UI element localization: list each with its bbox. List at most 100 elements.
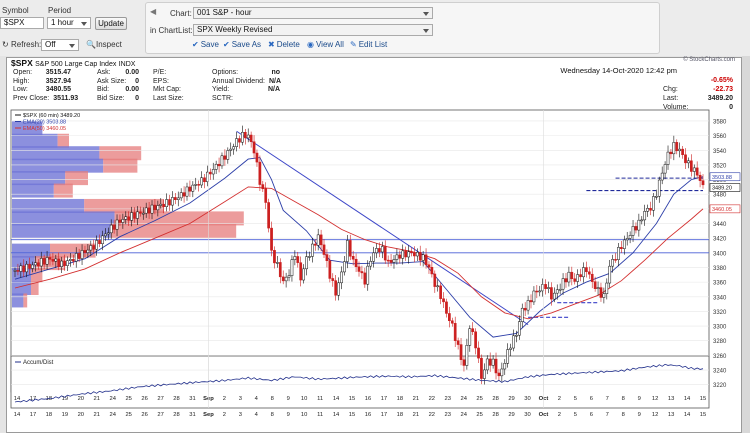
candle-body — [684, 154, 687, 164]
quote-value: N/A — [267, 86, 280, 94]
candle-body — [345, 240, 349, 262]
candle-body — [494, 358, 498, 374]
candle-body — [491, 358, 495, 366]
candle-body — [622, 239, 626, 249]
x-tick-label: 2 — [558, 412, 561, 418]
candle-body — [634, 226, 638, 231]
candle-body — [605, 282, 609, 294]
quote-row: Low: 3480.55 — [13, 86, 71, 95]
save-link[interactable]: ✔ Save — [192, 40, 219, 49]
volume-bar-red — [23, 293, 28, 308]
chartlist-select[interactable]: SPX Weekly Revised — [193, 24, 433, 36]
summary-row: Volume: 0 — [663, 103, 733, 112]
delete-link[interactable]: ✖ Delete — [268, 40, 300, 49]
symbol-input[interactable]: $SPX — [0, 17, 44, 29]
volume-bar-red — [103, 158, 138, 173]
candle-body — [488, 358, 492, 366]
candle-body — [109, 224, 113, 234]
candle-body — [567, 271, 571, 283]
period-select[interactable]: 1 hour — [47, 17, 91, 29]
candle-body — [448, 313, 451, 322]
candle-body — [582, 267, 585, 278]
candle-body — [552, 292, 556, 300]
candle-body — [378, 248, 381, 253]
candle-body — [439, 285, 442, 299]
candle-body — [509, 347, 512, 350]
candle-body — [293, 256, 297, 260]
candle-body — [544, 284, 547, 289]
candle-body — [220, 155, 224, 167]
price-tag-label: 3489.20 — [712, 186, 732, 192]
candle-body — [351, 256, 355, 260]
candle-body — [252, 141, 256, 154]
candle-body — [22, 265, 26, 273]
candle-body — [159, 203, 163, 206]
x-tick-label: 11 — [317, 396, 323, 402]
volume-bar-red — [31, 268, 43, 283]
candle-body — [299, 262, 303, 281]
x-tick-label: 7 — [606, 396, 609, 402]
volume-bar-blue — [12, 183, 54, 198]
candle-body — [95, 240, 98, 250]
candle-body — [13, 270, 17, 272]
refresh-select[interactable]: Off — [41, 39, 79, 51]
chart-area[interactable]: $SPX S&P 500 Large Cap Index INDX © Stoc… — [6, 57, 742, 433]
quote-row: Mkt Cap: — [153, 86, 193, 95]
x-tick-label: 24 — [460, 412, 467, 418]
y-tick-label: 3280 — [713, 339, 727, 345]
chart-select[interactable]: 001 S&P - hour — [193, 7, 433, 19]
candle-body — [89, 245, 93, 251]
quote-key: Prev Close: — [13, 94, 50, 102]
delete-label: Delete — [276, 40, 300, 49]
chartlist-label: in ChartList: — [150, 26, 193, 35]
x-tick-label: 9 — [287, 396, 290, 402]
candle-body — [649, 208, 652, 211]
candle-body — [246, 134, 250, 139]
edit-list-label: Edit List — [358, 40, 388, 49]
candle-body — [430, 267, 434, 275]
volume-bar-red — [31, 280, 39, 295]
save-as-link[interactable]: ✔ Save As — [223, 40, 261, 49]
x-tick-label: 25 — [476, 396, 482, 402]
chart-panel: ◀ Chart: 001 S&P - hour in ChartList: SP… — [145, 2, 660, 54]
candle-body — [389, 259, 393, 263]
edit-list-link[interactable]: ✎ Edit List — [350, 40, 387, 49]
quote-row: Bid Size: 0 — [97, 95, 139, 104]
view-all-link[interactable]: ◉ View All — [307, 40, 344, 49]
x-tick-label: 2 — [223, 412, 226, 418]
x-tick-label: 28 — [492, 412, 498, 418]
candle-body — [637, 219, 641, 231]
candle-body — [106, 232, 110, 235]
y-tick-label: 3400 — [713, 251, 727, 257]
candle-body — [602, 293, 606, 298]
candle-body — [28, 263, 31, 269]
scroll-strip[interactable] — [742, 56, 750, 433]
candle-body — [445, 301, 448, 314]
price-chart-svg[interactable]: 3220324032603280330033203340336033803400… — [7, 58, 741, 432]
quote-value: 3515.47 — [45, 69, 71, 76]
candle-body — [42, 258, 46, 265]
quote-key: Annual Dividend: — [212, 77, 265, 85]
y-tick-label: 3480 — [713, 193, 727, 199]
summary-row: Chg: -22.73 — [663, 85, 733, 94]
summary-row: Last: 3489.20 — [663, 94, 733, 103]
volume-bar-blue — [12, 223, 111, 238]
x-tick-label: 25 — [125, 412, 131, 418]
candle-body — [144, 207, 148, 214]
candle-body — [453, 323, 457, 341]
x-tick-label: 31 — [189, 396, 195, 402]
collapse-icon[interactable]: ◀ — [150, 7, 157, 16]
candle-body — [497, 372, 501, 377]
period-label: Period — [48, 6, 72, 15]
volume-bar-blue — [12, 146, 100, 161]
candle-body — [130, 212, 133, 221]
x-tick-label: 27 — [157, 412, 163, 418]
candle-body — [296, 256, 300, 263]
x-tick-label: 18 — [46, 412, 52, 418]
candle-body — [208, 171, 212, 175]
candle-body — [459, 344, 463, 360]
inspect-toggle[interactable]: Inspect — [96, 40, 122, 49]
candle-body — [485, 358, 489, 371]
update-button[interactable]: Update — [95, 17, 127, 30]
candle-body — [555, 289, 559, 294]
